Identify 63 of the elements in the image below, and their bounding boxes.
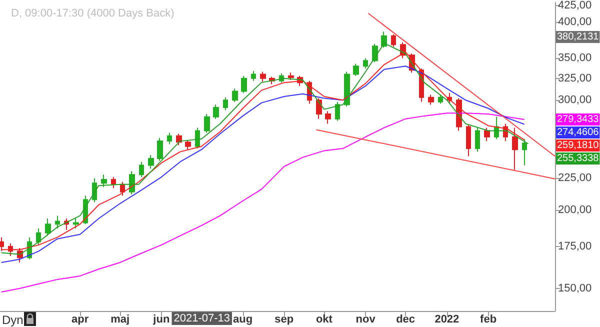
candlestick bbox=[391, 34, 396, 48]
y-tick-label: 200,00 bbox=[558, 204, 592, 216]
candlestick bbox=[101, 174, 107, 188]
y-tick-label: 150,00 bbox=[558, 282, 592, 294]
candlestick bbox=[232, 88, 238, 102]
x-tick-label: dec bbox=[396, 314, 416, 326]
text: 2021-07-13 bbox=[174, 312, 230, 324]
candlestick bbox=[185, 140, 191, 150]
x-tick-label: aug bbox=[233, 314, 253, 326]
candlestick bbox=[36, 228, 41, 246]
candlestick bbox=[157, 137, 163, 162]
candlestick bbox=[325, 110, 331, 124]
candlestick bbox=[55, 215, 60, 229]
candlestick bbox=[335, 101, 340, 122]
y-tick-label: 425,00 bbox=[558, 0, 592, 12]
y-tick-label: 225,00 bbox=[558, 172, 592, 184]
candlestick bbox=[363, 58, 368, 70]
candlestick bbox=[475, 127, 480, 152]
candlestick bbox=[251, 70, 256, 82]
y-tick-label: 300,00 bbox=[558, 94, 592, 106]
candlestick bbox=[73, 218, 79, 229]
candlestick bbox=[139, 161, 144, 178]
candlestick bbox=[45, 218, 51, 236]
candlestick bbox=[522, 138, 527, 166]
x-tick-label: maj bbox=[110, 314, 130, 326]
text: Dyn bbox=[2, 313, 24, 327]
candlestick bbox=[344, 71, 350, 108]
text: 380,2131 bbox=[557, 32, 600, 42]
candlestick bbox=[353, 63, 359, 76]
y-tick-label: 325,00 bbox=[558, 72, 592, 84]
x-tick-label: feb bbox=[480, 314, 497, 326]
x-tick-label: 2022 bbox=[434, 314, 460, 326]
candlestick bbox=[241, 75, 247, 94]
candlestick bbox=[148, 154, 154, 170]
y-tick-label: 350,00 bbox=[558, 52, 592, 64]
y-tick-label: 175,00 bbox=[558, 240, 592, 252]
candlestick bbox=[204, 114, 210, 134]
candlestick bbox=[466, 124, 471, 157]
line-series bbox=[0, 112, 525, 292]
candlestick bbox=[111, 176, 116, 189]
x-tick-label: sep bbox=[274, 314, 294, 326]
x-tick-label: jun bbox=[152, 314, 170, 326]
candlestick bbox=[167, 132, 172, 145]
text: 274,4606 bbox=[557, 126, 600, 138]
candlestick bbox=[428, 94, 434, 106]
candlestick bbox=[260, 71, 266, 82]
chart-title: D, 09:00-17:30 (4000 Days Back) bbox=[11, 8, 174, 20]
y-tick-label: 400,00 bbox=[558, 16, 592, 28]
candlestick bbox=[512, 127, 518, 170]
text: 255,3338 bbox=[557, 152, 600, 164]
candlestick bbox=[316, 98, 322, 120]
candlestick bbox=[176, 133, 182, 146]
text: 279,3433 bbox=[557, 114, 600, 125]
candlestick bbox=[484, 127, 490, 142]
candlestick bbox=[288, 72, 294, 81]
candlestick bbox=[195, 127, 200, 150]
text: 259,1810 bbox=[557, 140, 600, 151]
candlestick bbox=[223, 96, 228, 111]
candlestick bbox=[213, 104, 219, 120]
x-tick-label: okt bbox=[316, 314, 333, 326]
candlestick bbox=[438, 94, 443, 104]
x-tick-label: apr bbox=[71, 314, 90, 326]
x-tick-label: nov bbox=[356, 314, 376, 326]
